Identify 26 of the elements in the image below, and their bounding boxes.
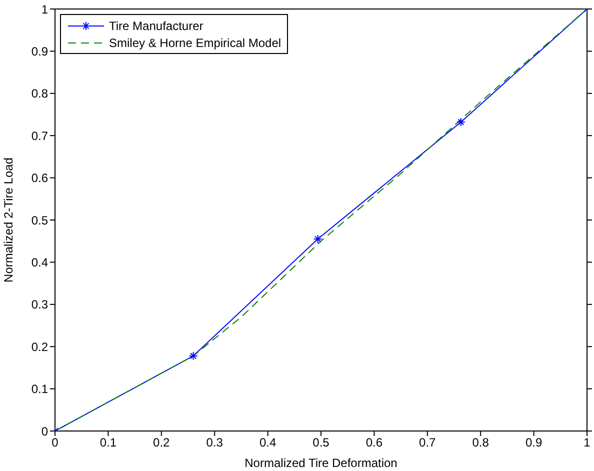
x-tick-label: 1 — [584, 436, 591, 450]
x-axis-title: Normalized Tire Deformation — [244, 456, 398, 470]
legend-label: Tire Manufacturer — [109, 18, 204, 32]
y-tick-label: 1 — [41, 2, 48, 16]
y-tick-label: 0.8 — [31, 86, 48, 101]
y-tick-label: 0.1 — [31, 382, 48, 396]
y-tick-label: 0 — [41, 424, 48, 438]
x-tick-label: 0.1 — [100, 436, 117, 450]
y-tick-label: 0.5 — [31, 213, 48, 228]
x-tick-label: 0 — [52, 436, 59, 450]
y-tick-label: 0.7 — [31, 128, 48, 143]
x-tick-label: 0.4 — [259, 436, 276, 450]
y-axis-title: Normalized 2-Tire Load — [1, 158, 16, 282]
y-tick-label: 0.2 — [31, 340, 48, 354]
x-tick-label: 0.7 — [419, 436, 436, 450]
legend-label: Smiley & Horne Empirical Model — [109, 36, 282, 50]
x-tick-label: 0.8 — [472, 436, 490, 450]
y-tick-label: 0.3 — [31, 298, 48, 312]
y-tick-label: 0.9 — [31, 44, 48, 58]
x-tick-label: 0.3 — [206, 436, 224, 450]
y-tick-label: 0.6 — [31, 171, 48, 186]
x-tick-label: 0.9 — [525, 436, 542, 450]
x-tick-label: 0.5 — [312, 436, 330, 450]
y-tick-label: 0.4 — [31, 255, 48, 270]
x-tick-label: 0.6 — [366, 436, 383, 450]
x-tick-label: 0.2 — [153, 436, 170, 450]
